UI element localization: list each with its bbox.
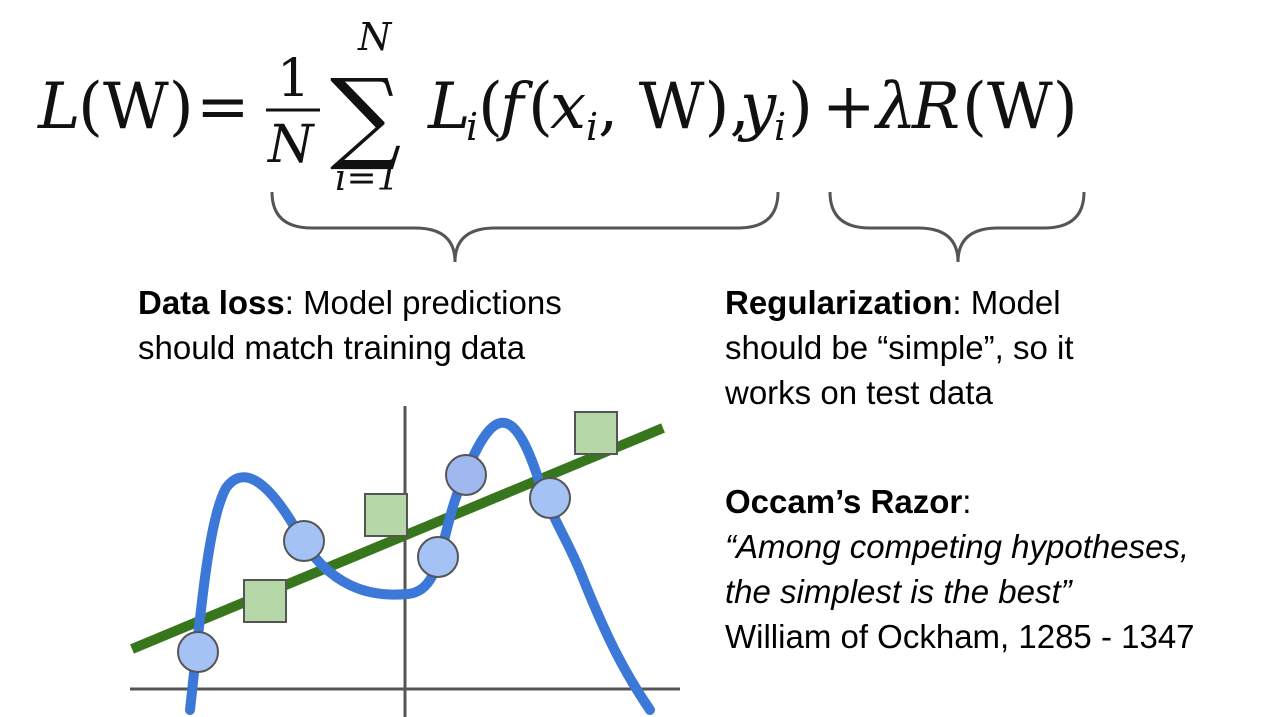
formula-frac-numerator: 1 xyxy=(277,49,310,109)
formula-lhs: L (W) = xyxy=(37,70,250,144)
regularization-line1: Regularization: Model xyxy=(725,280,1073,325)
formula-reg-arg: (W) xyxy=(962,70,1078,144)
fit-illustration xyxy=(130,406,680,717)
formula-data-term: L i ( f ( x i , W), y i ) xyxy=(427,70,813,149)
regularization-rest: : Model xyxy=(952,284,1061,321)
simple-fit-line xyxy=(130,423,665,654)
data-square xyxy=(574,411,618,455)
formula-fraction: 1 N xyxy=(266,49,320,175)
formula-term-y: y xyxy=(737,70,777,144)
formula-lambda: λ xyxy=(873,70,917,144)
occam-quote-line2: the simplest is the best” xyxy=(725,573,1072,610)
data-loss-line2: should match training data xyxy=(138,329,526,366)
data-circle xyxy=(417,536,459,578)
data-loss-rest: : Model predictions xyxy=(284,284,562,321)
formula-term-mid: , W), xyxy=(598,70,750,144)
formula-term-open: ( xyxy=(478,70,503,144)
formula-sum-bottom: i=1 xyxy=(335,158,400,199)
data-loss-label: Data loss xyxy=(138,284,285,321)
formula-regularization-term: + λ R (W) xyxy=(822,70,1078,144)
formula-frac-denominator: N xyxy=(266,115,315,175)
formula-term-close: ) xyxy=(788,70,813,144)
occam-quote-line1: “Among competing hypotheses, xyxy=(725,528,1190,565)
loss-formula: L (W) = 1 N N ∑ i=1 L i ( f ( x i , W), … xyxy=(37,15,1086,263)
formula-reg-R: R xyxy=(911,70,960,144)
formula-plus: + xyxy=(822,70,876,144)
formula-term-x: x xyxy=(550,70,586,144)
regularization-line3: works on test data xyxy=(725,374,993,411)
formula-term-L: L xyxy=(427,70,471,144)
formula-term-x-sub: i xyxy=(586,105,598,149)
formula-sum-symbol: ∑ xyxy=(330,57,401,174)
formula-lhs-arg: (W) xyxy=(78,70,194,144)
formula-term-L-sub: i xyxy=(466,105,478,149)
occam-attribution: William of Ockham, 1285 - 1347 xyxy=(725,618,1195,655)
occams-razor-block: Occam’s Razor: “Among competing hypothes… xyxy=(725,479,1195,659)
formula-term-f-open: ( xyxy=(528,70,553,144)
formula-term-y-sub: i xyxy=(774,105,786,149)
data-loss-brace xyxy=(270,191,780,263)
data-loss-description: Data loss: Model predictions should matc… xyxy=(138,280,562,370)
data-circle xyxy=(177,631,219,673)
data-circle xyxy=(283,520,325,562)
data-circle xyxy=(529,477,571,519)
formula-summation: N ∑ i=1 xyxy=(330,15,401,199)
formula-lhs-L: L xyxy=(37,70,81,144)
occam-title-line: Occam’s Razor: xyxy=(725,479,1195,524)
regularization-description: Regularization: Model should be “simple”… xyxy=(725,280,1073,415)
formula-equals: = xyxy=(196,70,250,144)
regularization-label: Regularization xyxy=(725,284,953,321)
data-square xyxy=(364,493,408,537)
occam-label: Occam’s Razor xyxy=(725,483,963,520)
data-circle xyxy=(445,454,487,496)
occam-colon: : xyxy=(962,483,972,520)
regularization-line2: should be “simple”, so it xyxy=(725,329,1074,366)
data-loss-line1: Data loss: Model predictions xyxy=(138,280,562,325)
data-square xyxy=(243,579,287,623)
formula-sum-top: N xyxy=(357,15,393,59)
regularization-brace xyxy=(828,191,1086,263)
